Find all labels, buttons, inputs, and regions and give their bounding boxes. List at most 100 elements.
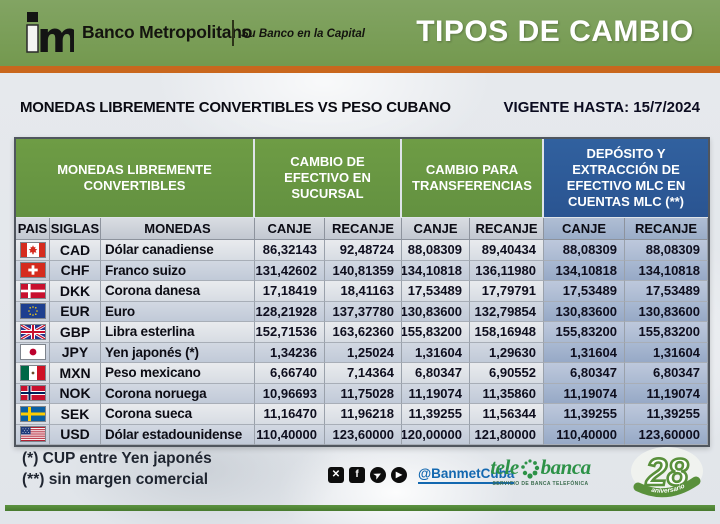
rate-value: 88,08309 bbox=[544, 240, 625, 261]
page-title: TIPOS DE CAMBIO bbox=[416, 15, 694, 48]
footnote-mlc: (**) sin margen comercial bbox=[22, 470, 209, 488]
orange-divider bbox=[0, 66, 720, 73]
rate-value: 17,18419 bbox=[255, 281, 325, 302]
currency-name: Euro bbox=[101, 301, 255, 322]
rate-value: 1,34236 bbox=[255, 342, 325, 363]
rate-value: 131,42602 bbox=[255, 260, 325, 281]
currency-code: MXN bbox=[50, 363, 101, 384]
currency-name: Dólar estadounidense bbox=[101, 424, 255, 445]
currency-code: CAD bbox=[50, 240, 101, 261]
rate-value: 1,31604 bbox=[544, 342, 625, 363]
rate-value: 18,41163 bbox=[325, 281, 402, 302]
rate-value: 120,00000 bbox=[402, 424, 470, 445]
currency-name: Dólar canadiense bbox=[101, 240, 255, 261]
column-header-monedas: MONEDAS bbox=[101, 218, 255, 240]
sweden-flag bbox=[16, 404, 50, 425]
rate-value: 1,29630 bbox=[470, 342, 544, 363]
rate-value: 134,10818 bbox=[625, 260, 708, 281]
group-header-mlc: DEPÓSITO Y EXTRACCIÓN DE EFECTIVO MLC EN… bbox=[544, 139, 708, 218]
rate-value: 11,16470 bbox=[255, 404, 325, 425]
telebanca-logo: tele banca SERVICIO DE BANCA TELEFÓNICA bbox=[478, 455, 603, 487]
anniversary-28-badge: 28 aniversario bbox=[626, 441, 708, 505]
rate-value: 88,08309 bbox=[625, 240, 708, 261]
rate-value: 134,10818 bbox=[544, 260, 625, 281]
rate-value: 17,53489 bbox=[402, 281, 470, 302]
currency-name: Corona noruega bbox=[101, 383, 255, 404]
currency-code: DKK bbox=[50, 281, 101, 302]
currency-code: SEK bbox=[50, 404, 101, 425]
rate-value: 6,90552 bbox=[470, 363, 544, 384]
rate-value: 123,60000 bbox=[325, 424, 402, 445]
rate-value: 11,19074 bbox=[544, 383, 625, 404]
rate-value: 89,40434 bbox=[470, 240, 544, 261]
rate-value: 130,83600 bbox=[544, 301, 625, 322]
rate-value: 11,19074 bbox=[625, 383, 708, 404]
column-header-canje-transfer: CANJE bbox=[402, 218, 470, 240]
norway-flag bbox=[16, 383, 50, 404]
rate-value: 11,19074 bbox=[402, 383, 470, 404]
rate-value: 137,37780 bbox=[325, 301, 402, 322]
rate-value: 86,32143 bbox=[255, 240, 325, 261]
currency-code: NOK bbox=[50, 383, 101, 404]
currency-name: Yen japonés (*) bbox=[101, 342, 255, 363]
rate-value: 17,53489 bbox=[544, 281, 625, 302]
currency-name: Corona sueca bbox=[101, 404, 255, 425]
rate-value: 123,60000 bbox=[625, 424, 708, 445]
rate-value: 155,83200 bbox=[544, 322, 625, 343]
banco-metropolitano-logo: m bbox=[24, 8, 81, 62]
denmark-flag bbox=[16, 281, 50, 302]
subtitle-row: MONEDAS LIBREMENTE CONVERTIBLES VS PESO … bbox=[20, 99, 700, 116]
rate-value: 11,39255 bbox=[625, 404, 708, 425]
mexico-flag bbox=[16, 363, 50, 384]
canada-flag bbox=[16, 240, 50, 261]
column-header-recanje-mlc: RECANJE bbox=[625, 218, 708, 240]
column-header-siglas: SIGLAS bbox=[50, 218, 101, 240]
social-handle: @BanmetCuba bbox=[418, 466, 515, 484]
telebanca-name-right: banca bbox=[540, 455, 592, 479]
rate-value: 1,31604 bbox=[402, 342, 470, 363]
rate-value: 7,14364 bbox=[325, 363, 402, 384]
exchange-rate-table: MONEDAS LIBREMENTE CONVERTIBLES CAMBIO D… bbox=[14, 137, 710, 447]
x-icon: ✕ bbox=[328, 467, 344, 484]
rate-value: 6,80347 bbox=[544, 363, 625, 384]
rate-value: 121,80000 bbox=[470, 424, 544, 445]
facebook-icon: f bbox=[349, 467, 365, 484]
rate-value: 1,31604 bbox=[625, 342, 708, 363]
switzerland-flag bbox=[16, 260, 50, 281]
telegram-icon: ➤ bbox=[370, 467, 386, 484]
youtube-icon: ▶ bbox=[391, 467, 407, 484]
content-area: MONEDAS LIBREMENTE CONVERTIBLES VS PESO … bbox=[0, 73, 720, 524]
uk-flag bbox=[16, 322, 50, 343]
footnotes: (*) CUP entre Yen japonés (**) sin marge… bbox=[22, 449, 212, 491]
rate-value: 152,71536 bbox=[255, 322, 325, 343]
usa-flag bbox=[16, 424, 50, 445]
rate-value: 6,80347 bbox=[625, 363, 708, 384]
rate-value: 130,83600 bbox=[625, 301, 708, 322]
group-header-convertibles: MONEDAS LIBREMENTE CONVERTIBLES bbox=[16, 139, 255, 218]
rate-value: 11,75028 bbox=[325, 383, 402, 404]
currency-code: EUR bbox=[50, 301, 101, 322]
rate-value: 155,83200 bbox=[402, 322, 470, 343]
rate-value: 1,25024 bbox=[325, 342, 402, 363]
rate-value: 92,48724 bbox=[325, 240, 402, 261]
currency-code: GBP bbox=[50, 322, 101, 343]
table-caption: MONEDAS LIBREMENTE CONVERTIBLES VS PESO … bbox=[20, 99, 451, 116]
rate-value: 132,79854 bbox=[470, 301, 544, 322]
bottom-green-bar bbox=[5, 505, 715, 511]
telebanca-dots-icon bbox=[520, 459, 539, 479]
currency-code: JPY bbox=[50, 342, 101, 363]
valid-until-date: 15/7/2024 bbox=[633, 99, 700, 116]
group-header-cash-exchange: CAMBIO DE EFECTIVO EN SUCURSAL bbox=[255, 139, 402, 218]
telebanca-tagline: SERVICIO DE BANCA TELEFÓNICA bbox=[492, 481, 589, 487]
footnote-yen: (*) CUP entre Yen japonés bbox=[22, 450, 212, 467]
currency-name: Franco suizo bbox=[101, 260, 255, 281]
currency-code: CHF bbox=[50, 260, 101, 281]
rate-value: 6,80347 bbox=[402, 363, 470, 384]
telebanca-name-left: tele bbox=[490, 455, 519, 479]
valid-until: VIGENTE HASTA: 15/7/2024 bbox=[504, 99, 700, 116]
svg-text:m: m bbox=[37, 13, 74, 58]
rate-value: 110,40000 bbox=[255, 424, 325, 445]
rate-value: 6,66740 bbox=[255, 363, 325, 384]
bank-tagline: Su Banco en la Capital bbox=[241, 28, 365, 40]
group-header-transfers: CAMBIO PARA TRANSFERENCIAS bbox=[402, 139, 544, 218]
